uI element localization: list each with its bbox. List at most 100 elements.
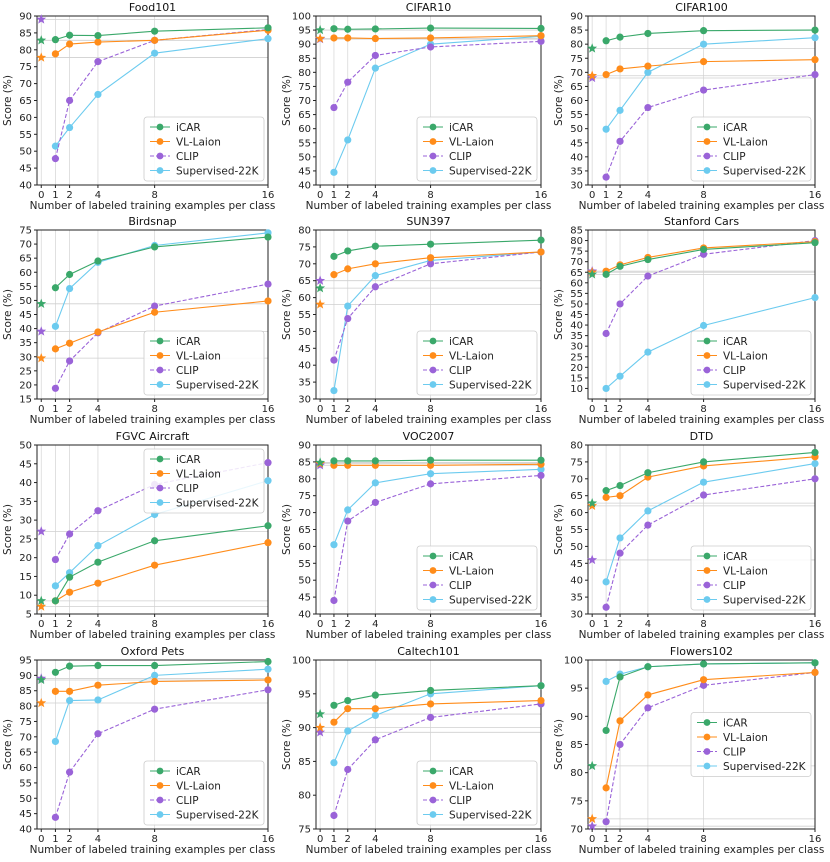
x-tick-label: 1 — [331, 190, 337, 201]
chart-title: Food101 — [129, 1, 176, 14]
x-tick-label: 4 — [645, 190, 651, 201]
x-tick-label: 4 — [95, 404, 101, 415]
y-tick-label: 40 — [570, 152, 583, 163]
data-point-icar — [699, 458, 708, 466]
y-tick-label: 80 — [298, 791, 311, 802]
data-point-clip — [602, 329, 610, 338]
y-tick-label: 35 — [570, 593, 583, 604]
data-point-supervised-22k — [330, 541, 338, 549]
data-point-icar — [616, 673, 624, 681]
zero-shot-star-icar — [587, 760, 598, 771]
data-point-icar — [330, 25, 338, 33]
zero-shot-star-vl-laion — [587, 70, 598, 80]
data-point-supervised-22k — [151, 671, 159, 679]
y-tick-label: 95 — [570, 684, 583, 695]
y-tick-label: 65 — [298, 110, 311, 121]
x-tick-label: 16 — [809, 834, 822, 845]
data-point-icar — [151, 27, 159, 35]
legend-marker-icar — [703, 337, 711, 345]
data-point-icar — [151, 537, 159, 545]
plot-frame — [315, 659, 542, 830]
y-tick-label: 70 — [570, 474, 583, 485]
x-tick-label: 0 — [38, 190, 44, 201]
data-point-supervised-22k — [51, 582, 60, 590]
y-tick-label: 90 — [298, 441, 311, 452]
legend-label-clip: CLIP — [723, 365, 746, 377]
x-tick-label: 0 — [317, 404, 323, 415]
legend-marker-clip — [429, 581, 437, 589]
series-line-vl-laion — [55, 29, 269, 55]
y-tick-label: 70 — [298, 259, 311, 270]
legend-marker-clip — [703, 152, 711, 160]
y-tick-label: 85 — [570, 740, 583, 751]
legend-label-icar: iCAR — [449, 122, 474, 134]
legend-marker-clip — [429, 366, 437, 374]
data-point-clip — [94, 730, 102, 738]
data-point-clip — [51, 813, 60, 821]
series-line-icar — [55, 27, 269, 41]
x-tick-label: 8 — [427, 190, 433, 201]
zero-shot-star-icar — [36, 35, 47, 45]
x-axis-label: Number of labeled training examples per … — [30, 414, 276, 426]
data-point-vl-laion — [344, 34, 352, 42]
y-axis-label: Score (%) — [2, 289, 14, 340]
data-point-icar — [426, 686, 435, 695]
y-tick-label: 60 — [570, 96, 583, 107]
legend-marker-icar — [156, 123, 164, 131]
x-tick-label: 4 — [645, 619, 651, 630]
data-point-vl-laion — [616, 492, 624, 500]
data-point-icar — [330, 701, 338, 709]
data-point-vl-laion — [94, 579, 102, 587]
chart-title: SUN397 — [406, 215, 450, 228]
data-point-vl-laion — [51, 50, 60, 58]
data-point-clip — [330, 596, 338, 605]
chart-title: Caltech101 — [397, 645, 460, 658]
data-point-supervised-22k — [602, 384, 610, 393]
legend-marker-supervised-22k — [156, 811, 164, 818]
y-tick-label: 75 — [298, 491, 311, 502]
zero-shot-star-icar — [315, 708, 326, 719]
data-point-vl-laion — [537, 32, 545, 40]
legend-marker-icar — [156, 337, 164, 345]
y-tick-label: 45 — [298, 344, 311, 355]
y-tick-label: 60 — [19, 268, 32, 279]
y-tick-label: 65 — [19, 748, 32, 759]
series-line-vl-laion — [605, 241, 816, 272]
legend-marker-vl-laion — [703, 138, 711, 145]
zero-shot-star-icar — [36, 298, 47, 308]
zero-shot-star-icar — [315, 457, 326, 467]
data-point-clip — [371, 498, 379, 507]
y-axis-label: Score (%) — [2, 719, 14, 770]
x-tick-label: 16 — [809, 404, 822, 415]
data-point-icar — [602, 487, 610, 495]
data-point-icar — [65, 31, 74, 39]
y-tick-label: 65 — [570, 268, 583, 279]
data-point-supervised-22k — [426, 470, 435, 478]
y-tick-label: 70 — [19, 732, 32, 743]
legend: iCAR VL-Laion CLIP Supervised-22K — [690, 545, 812, 611]
legend-marker-vl-laion — [429, 567, 437, 574]
data-point-vl-laion — [344, 705, 352, 713]
x-tick-label: 0 — [38, 404, 44, 415]
series-line-clip — [605, 240, 816, 334]
data-point-supervised-22k — [94, 696, 102, 704]
data-point-icar — [616, 33, 624, 41]
y-tick-label: 55 — [298, 138, 311, 149]
data-point-clip — [616, 549, 624, 557]
y-tick-label: 45 — [19, 310, 32, 321]
x-tick-label: 8 — [700, 834, 706, 845]
data-point-supervised-22k — [330, 168, 338, 176]
x-axis-label: Number of labeled training examples per … — [306, 200, 552, 212]
data-point-vl-laion — [426, 34, 435, 42]
legend-label-icar: iCAR — [723, 717, 748, 729]
y-tick-label: 80 — [298, 68, 311, 79]
legend-marker-supervised-22k — [156, 499, 164, 506]
legend-label-clip: CLIP — [176, 365, 199, 377]
data-point-clip — [330, 103, 338, 112]
data-point-vl-laion — [644, 62, 652, 70]
chart-panel-voc2007: VOC2007 40 45 50 55 60 65 70 75 80 85 90 0 1 2 4 8 16Numb… — [281, 430, 551, 641]
legend-marker-supervised-22k — [429, 596, 437, 603]
data-point-supervised-22k — [65, 284, 74, 293]
data-point-vl-laion — [65, 40, 74, 48]
